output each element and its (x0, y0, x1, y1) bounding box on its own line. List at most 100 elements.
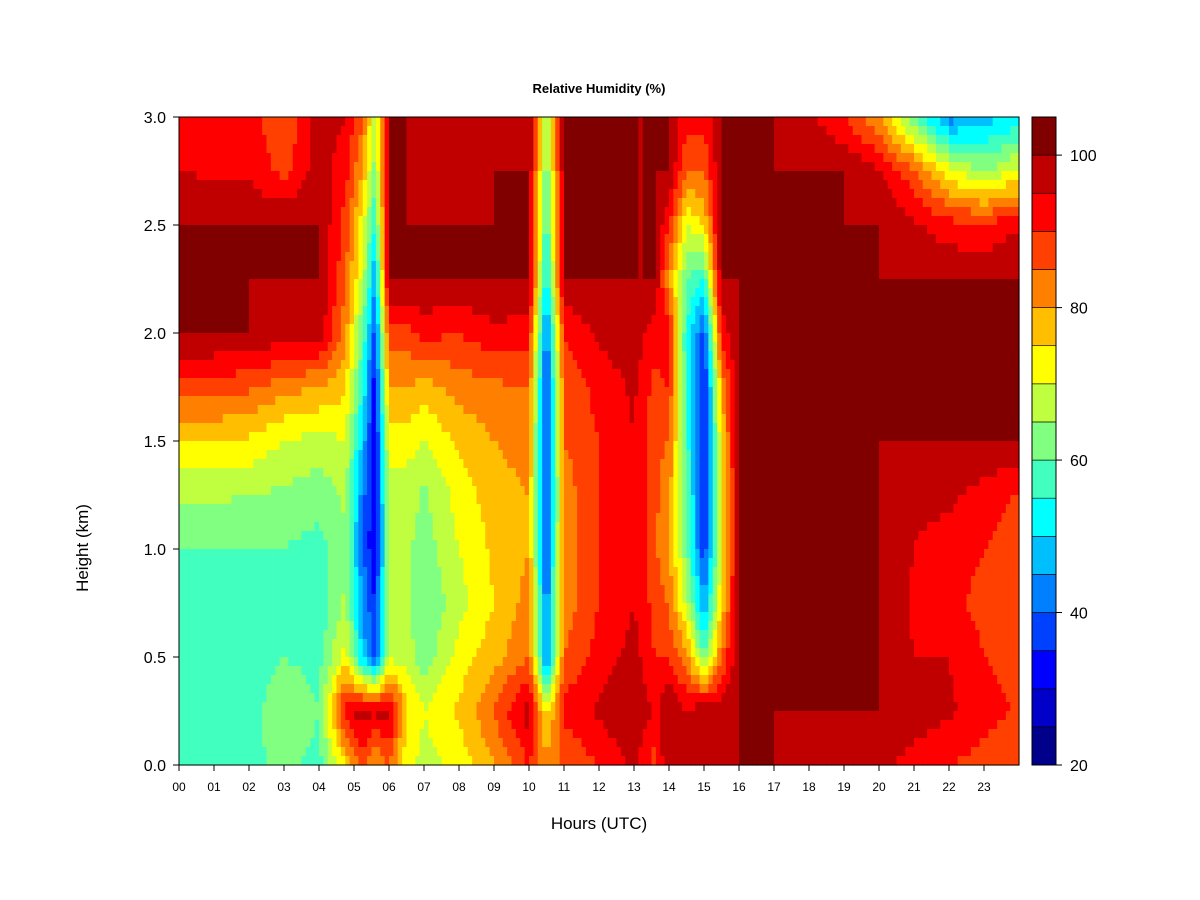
heat-cell (323, 342, 329, 352)
heat-cell (791, 261, 797, 271)
heat-cell (870, 153, 876, 163)
heat-cell (756, 207, 762, 217)
heat-cell (612, 189, 618, 199)
heat-cell (677, 306, 683, 316)
heat-cell (870, 279, 876, 289)
heat-cell (848, 171, 854, 181)
heat-cell (813, 324, 819, 334)
heat-cell (988, 171, 994, 181)
heat-cell (581, 333, 587, 343)
heat-cell (410, 198, 416, 208)
heat-cell (515, 252, 521, 262)
heat-cell (389, 315, 394, 325)
heat-cell (494, 306, 499, 316)
heat-cell (262, 126, 268, 136)
heat-cell (970, 189, 976, 199)
heat-cell (979, 180, 985, 190)
heat-cell (524, 126, 530, 136)
heat-cell (695, 162, 701, 172)
heat-cell (270, 297, 276, 307)
heat-cell (336, 234, 342, 244)
heat-cell (629, 324, 635, 334)
heat-cell (922, 189, 928, 199)
heat-cell (590, 198, 596, 208)
heat-cell (498, 189, 504, 199)
heat-cell (957, 153, 963, 163)
heat-cell (585, 297, 591, 307)
heat-cell (857, 126, 863, 136)
heat-cell (275, 297, 281, 307)
heat-cell (725, 144, 731, 154)
heat-cell (529, 279, 534, 289)
heat-cell (485, 306, 491, 316)
heat-cell (358, 279, 364, 289)
heat-cell (572, 234, 578, 244)
heat-cell (520, 207, 526, 217)
heat-cell (992, 189, 998, 199)
heat-cell (861, 324, 867, 334)
heat-cell (922, 306, 928, 316)
heat-cell (879, 162, 884, 172)
heat-cell (546, 297, 552, 307)
heat-cell (262, 144, 268, 154)
heat-cell (476, 306, 482, 316)
heat-cell (467, 306, 473, 316)
heat-cell (384, 261, 390, 271)
heat-cell (279, 279, 285, 289)
heat-cell (581, 279, 587, 289)
heat-cell (507, 180, 513, 190)
heat-cell (520, 234, 526, 244)
heat-cell (857, 180, 863, 190)
heat-cell (214, 198, 219, 208)
heat-cell (187, 270, 193, 280)
heat-cell (730, 306, 736, 316)
heat-cell (817, 171, 823, 181)
heat-cell (669, 297, 674, 307)
heat-cell (354, 189, 359, 199)
heat-cell (270, 243, 276, 253)
heat-cell (218, 126, 224, 136)
heat-cell (253, 333, 259, 343)
heat-cell (765, 234, 771, 244)
heat-cell (428, 252, 434, 262)
heat-cell (459, 252, 464, 262)
heat-cell (782, 225, 788, 235)
heat-cell (441, 306, 447, 316)
heat-cell (616, 243, 622, 253)
heat-cell (655, 198, 661, 208)
heat-cell (927, 288, 933, 298)
heat-cell (332, 297, 338, 307)
heat-cell (502, 306, 508, 316)
heat-cell (979, 126, 985, 136)
heat-cell (642, 324, 648, 334)
heat-cell (550, 333, 556, 343)
heat-cell (826, 288, 832, 298)
heat-cell (594, 270, 600, 280)
heat-cell (638, 324, 644, 334)
heat-cell (249, 342, 254, 352)
heat-cell (467, 162, 473, 172)
heat-cell (485, 144, 491, 154)
heat-cell (699, 225, 705, 235)
heat-cell (428, 207, 434, 217)
heat-cell (454, 288, 460, 298)
heat-cell (988, 297, 994, 307)
heat-cell (809, 225, 814, 235)
heat-cell (782, 261, 788, 271)
heat-cell (397, 333, 403, 343)
heat-cell (896, 162, 902, 172)
heat-cell (450, 171, 456, 181)
heat-cell (822, 279, 828, 289)
heat-cell (284, 135, 289, 145)
heat-cell (852, 261, 858, 271)
heat-cell (756, 288, 762, 298)
heat-cell (620, 180, 626, 190)
heat-cell (616, 216, 622, 226)
heat-cell (288, 252, 294, 262)
heat-cell (830, 306, 836, 316)
heat-cell (795, 225, 801, 235)
heat-cell (997, 162, 1003, 172)
heat-cell (879, 153, 884, 163)
heat-cell (809, 189, 814, 199)
heat-cell (336, 144, 342, 154)
